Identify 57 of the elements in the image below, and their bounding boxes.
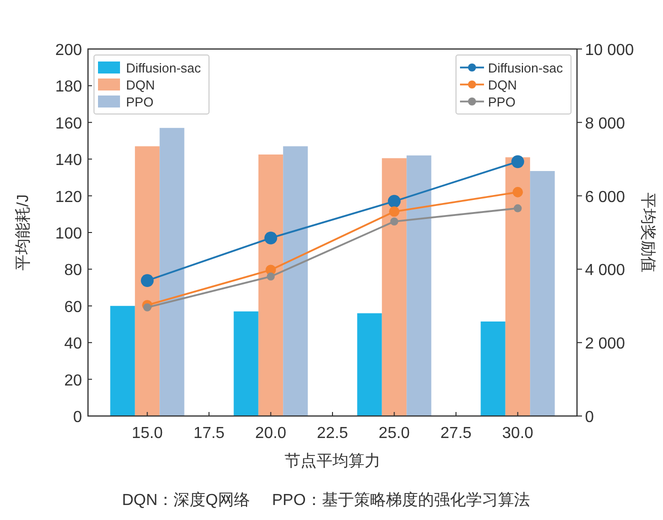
x-axis-title: 节点平均算力 <box>284 452 380 470</box>
bar <box>357 313 382 416</box>
bar <box>283 146 308 416</box>
point <box>389 206 400 217</box>
y-tick-label: 60 <box>64 298 82 316</box>
bar <box>234 311 258 416</box>
bar <box>110 306 135 416</box>
legend-label: PPO <box>126 94 154 110</box>
bar <box>134 146 160 416</box>
bar <box>480 321 506 416</box>
point <box>143 303 152 312</box>
y2-tick-label: 6 000 <box>585 188 626 206</box>
bar <box>505 157 530 416</box>
legend-label: DQN <box>488 78 517 92</box>
y2-tick-label: 8 000 <box>585 115 626 132</box>
legend-label: PPO <box>488 94 516 110</box>
legend-label: Diffusion-sac <box>488 60 564 76</box>
y-tick-label: 20 <box>64 372 82 390</box>
bar <box>258 154 284 416</box>
y2-tick-label: 10 000 <box>585 42 634 59</box>
legend-label: Diffusion-sac <box>126 60 202 76</box>
legend-label: DQN <box>126 78 155 92</box>
y-tick-label: 40 <box>64 336 82 353</box>
x-tick-label: 25.0 <box>378 425 410 442</box>
bar <box>530 171 555 416</box>
text: PPO：基于策略梯度的强化学习算法 <box>272 491 530 509</box>
text: DQN：深度Q网络 <box>122 491 250 509</box>
x-tick-label: 27.5 <box>440 425 472 442</box>
y2-tick-label: 4 000 <box>585 262 626 280</box>
point <box>266 272 275 281</box>
y-tick-label: 0 <box>73 409 82 426</box>
point <box>390 217 398 226</box>
y2-tick-label: 2 000 <box>585 336 626 353</box>
y-tick-label: 160 <box>55 115 82 132</box>
point <box>140 274 154 287</box>
bar <box>406 155 432 416</box>
point <box>264 232 278 244</box>
x-tick-label: 17.5 <box>193 425 225 442</box>
y-tick-label: 120 <box>55 188 82 206</box>
x-tick-label: 30.0 <box>502 425 534 442</box>
x-tick-label: 20.0 <box>255 425 286 442</box>
point <box>514 204 522 212</box>
bar <box>382 158 407 416</box>
y2-axis-title: 平均奖励值 <box>639 192 656 272</box>
y-tick-label: 140 <box>55 152 82 170</box>
y-tick-label: 80 <box>64 262 82 280</box>
y2-tick-label: 0 <box>585 409 594 426</box>
point <box>388 194 401 208</box>
x-tick-label: 15.0 <box>132 425 163 442</box>
bar <box>160 128 184 416</box>
y-tick-label: 200 <box>55 42 82 59</box>
x-tick-label: 22.5 <box>316 425 348 442</box>
y-tick-label: 100 <box>55 226 82 242</box>
point <box>511 155 524 168</box>
point <box>512 186 523 198</box>
y-tick-label: 180 <box>55 78 82 96</box>
y-axis-title: 平均能耗/J <box>14 194 32 271</box>
